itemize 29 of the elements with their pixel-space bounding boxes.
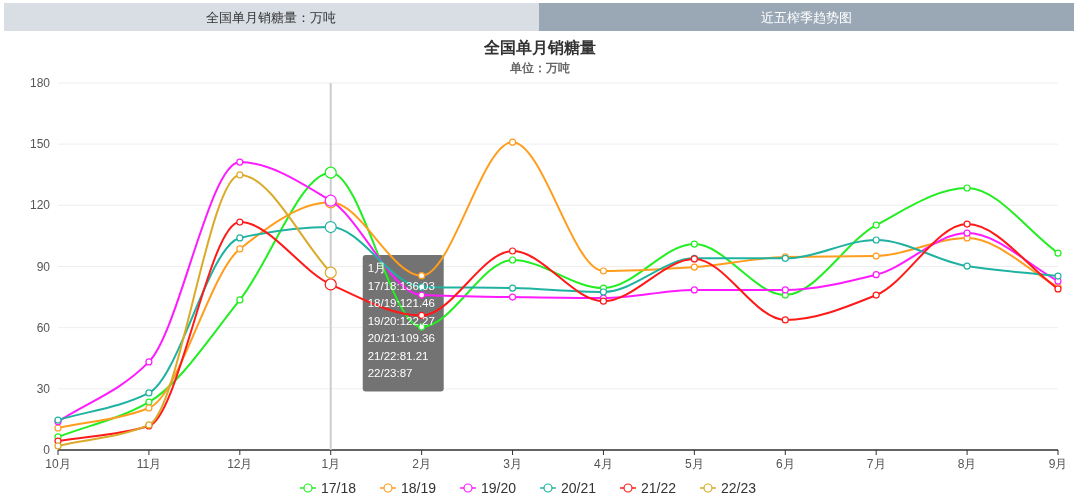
legend-label: 17/18 [321, 480, 357, 496]
x-tick-label: 11月 [136, 457, 162, 471]
y-tick-label: 120 [29, 198, 51, 213]
y-tick-label: 90 [36, 259, 51, 274]
text: 全国单月销糖量：万吨 [206, 10, 336, 25]
chart-title: 全国单月销糖量 [483, 39, 596, 56]
y-tick-label: 0 [43, 443, 51, 457]
x-tick-label: 8月 [957, 457, 977, 471]
x-tick-label: 4月 [594, 457, 613, 471]
legend-label: 21/22 [641, 480, 677, 496]
y-tick-label: 60 [36, 320, 51, 335]
y-tick-label: 150 [29, 137, 51, 152]
legend-label: 19/20 [481, 480, 517, 496]
x-tick-label: 2月 [412, 457, 431, 471]
x-tick-label: 9月 [1048, 457, 1068, 471]
x-tick-label: 12月 [227, 457, 253, 471]
text: 近五榨季趋势图 [760, 10, 852, 25]
x-tick-label: 6月 [775, 457, 795, 471]
y-tick-label: 30 [36, 381, 51, 396]
x-tick-label: 7月 [866, 457, 886, 471]
legend-label: 22/23 [721, 480, 757, 496]
x-tick-label: 5月 [685, 457, 704, 471]
legend-label: 20/21 [561, 480, 597, 496]
legend-label: 18/19 [401, 480, 437, 496]
y-tick-label: 180 [29, 76, 51, 90]
x-tick-label: 1月 [321, 457, 341, 471]
chart-subtitle: 单位：万吨 [509, 61, 570, 75]
x-tick-label: 10月 [45, 457, 71, 471]
x-tick-label: 3月 [503, 457, 522, 471]
